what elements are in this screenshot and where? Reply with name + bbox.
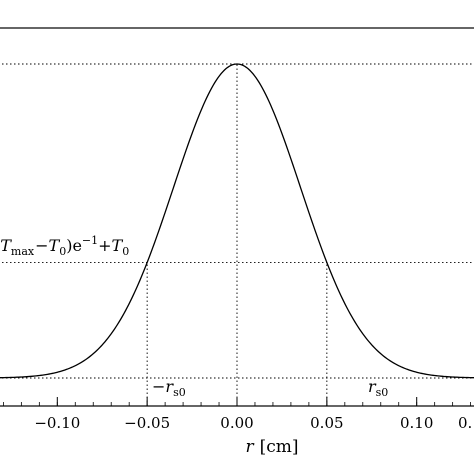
t0b-symbol: T — [112, 236, 124, 255]
x-axis-unit: [cm] — [260, 437, 299, 457]
x-ticks — [2, 397, 472, 406]
x-tick-label-4: 0.10 — [400, 414, 433, 432]
x-tick-label-2: 0.00 — [220, 414, 253, 432]
t-symbol: T — [0, 236, 12, 255]
minus-sign: − — [35, 236, 48, 255]
t0-symbol: T — [49, 236, 61, 255]
curve-layer — [0, 63, 474, 379]
x-tick-label-3: 0.05 — [310, 414, 343, 432]
exponent: −1 — [82, 234, 98, 247]
x-tick-labels: −0.10 −0.05 0.00 0.05 0.10 0.1 — [34, 414, 474, 432]
x-tick-label-1: −0.05 — [124, 414, 170, 432]
reference-lines — [0, 63, 474, 406]
zero-subscript: 0 — [59, 245, 66, 258]
level-annotation: (Tmax−T0)e−1+T0 — [0, 234, 129, 258]
neg-rs0-annotation: −rs0 — [152, 377, 186, 399]
pos-rs0-sub: s0 — [376, 386, 389, 399]
x-axis-title: r [cm] — [245, 437, 298, 457]
x-axis-var: r — [245, 437, 254, 457]
pos-rs0-r: r — [368, 377, 377, 396]
plus-sign: + — [98, 236, 111, 255]
x-tick-label-edge: 0.1 — [458, 414, 474, 432]
gaussian-curve — [0, 63, 474, 379]
neg-rs0-minus: − — [152, 377, 165, 396]
neg-rs0-r: r — [165, 377, 174, 396]
x-tick-label-0: −0.10 — [34, 414, 80, 432]
paren-close-e: )e — [66, 236, 82, 255]
zerob-subscript: 0 — [122, 245, 129, 258]
neg-rs0-sub: s0 — [173, 386, 186, 399]
pos-rs0-annotation: rs0 — [368, 377, 388, 399]
max-subscript: max — [11, 245, 35, 258]
